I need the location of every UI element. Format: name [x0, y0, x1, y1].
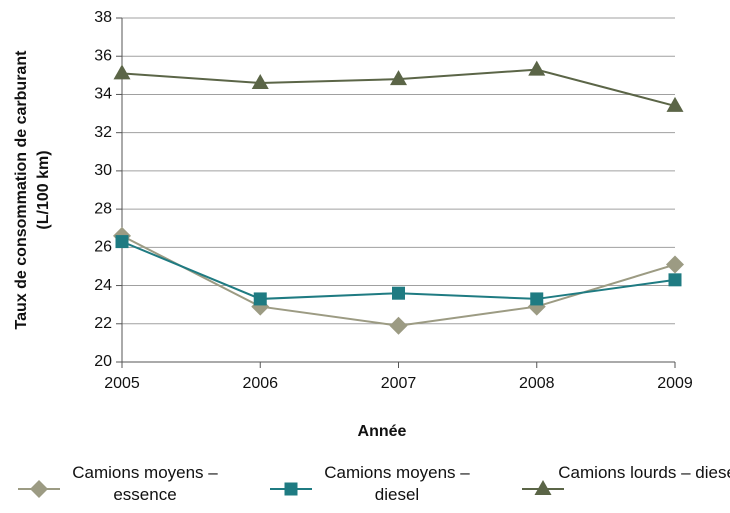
- y-tick-label: 30: [94, 162, 112, 179]
- marker: [389, 316, 408, 335]
- marker: [666, 255, 684, 274]
- x-tick-label: 2006: [242, 375, 278, 392]
- marker: [253, 292, 267, 306]
- legend-label: Camions moyens – essence: [72, 463, 218, 504]
- x-tick-label: 2009: [657, 375, 693, 392]
- y-tick-label: 36: [94, 47, 112, 64]
- marker: [390, 70, 407, 86]
- y-tick-label: 22: [94, 315, 112, 332]
- marker: [530, 292, 544, 306]
- y-tick-label: 28: [94, 200, 112, 217]
- y-tick-label: 38: [94, 9, 112, 26]
- marker: [113, 64, 131, 80]
- legend-label: Camions lourds – diesel: [558, 463, 730, 482]
- marker: [284, 482, 298, 496]
- x-axis-title: Année: [358, 423, 407, 440]
- x-tick-label: 2007: [381, 375, 417, 392]
- y-axis-title: Taux de consommation de carburant: [13, 50, 30, 330]
- x-tick-label: 2008: [519, 375, 555, 392]
- marker: [666, 96, 684, 112]
- y-tick-label: 24: [94, 277, 112, 294]
- y-tick-label: 32: [94, 124, 112, 141]
- y-tick-label: 26: [94, 239, 112, 256]
- y-axis-title: (L/100 km): [35, 150, 52, 229]
- x-tick-label: 2005: [104, 375, 140, 392]
- marker: [30, 480, 48, 498]
- marker: [115, 235, 129, 249]
- marker: [528, 60, 546, 76]
- series-line: [121, 234, 676, 327]
- marker: [392, 286, 405, 300]
- legend-label: Camions moyens – diesel: [324, 463, 470, 504]
- marker: [251, 73, 269, 89]
- marker: [668, 273, 682, 287]
- marker: [534, 480, 552, 495]
- y-tick-label: 34: [94, 86, 112, 103]
- y-tick-label: 20: [94, 353, 112, 370]
